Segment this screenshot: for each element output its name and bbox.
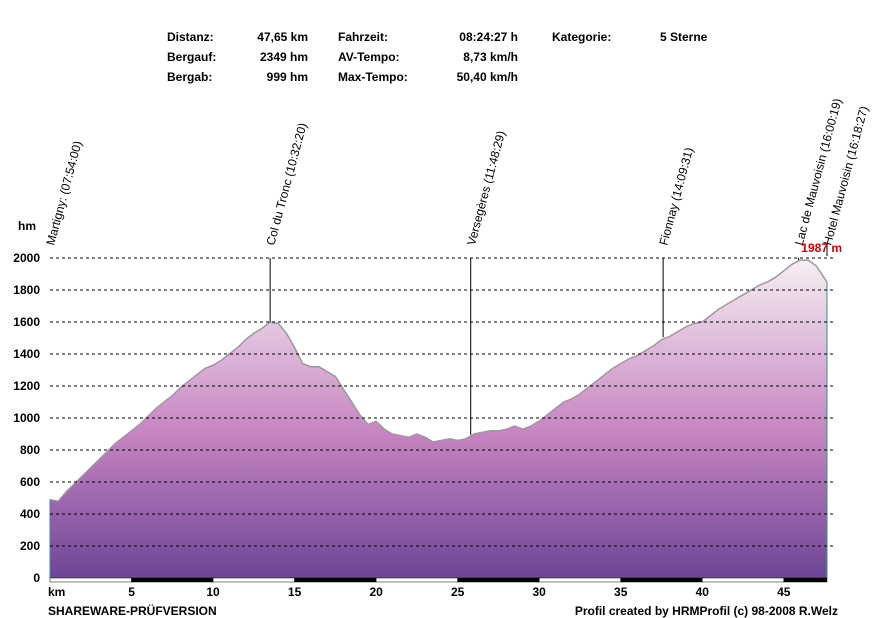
category-value: 5 Sterne <box>660 30 708 44</box>
x-tick-label: 10 <box>206 585 220 599</box>
descent-label: Bergab: <box>167 70 213 84</box>
ascent-value: 2349 hm <box>259 50 308 64</box>
x-tick-label: 35 <box>614 585 628 599</box>
y-axis-label: hm <box>18 219 36 233</box>
y-tick-label: 1800 <box>13 283 40 297</box>
elevation-line <box>49 259 828 503</box>
avg-speed-value: 8,73 km/h <box>463 50 518 64</box>
elevation-area <box>50 260 827 578</box>
category-label: Kategorie: <box>552 30 612 44</box>
x-axis-segment <box>131 577 214 583</box>
max-speed-value: 50,40 km/h <box>456 70 518 84</box>
ascent-label: Bergauf: <box>167 50 217 64</box>
waypoint-label: Versegères (11:48:29) <box>464 129 508 246</box>
distance-label: Distanz: <box>167 30 214 44</box>
y-tick-label: 0 <box>33 571 40 585</box>
avg-speed-label: AV-Tempo: <box>338 50 400 64</box>
y-tick-label: 400 <box>20 507 40 521</box>
x-axis-segment <box>375 577 458 583</box>
x-axis-segment <box>620 577 703 583</box>
y-tick-label: 1000 <box>13 411 40 425</box>
y-tick-label: 1600 <box>13 315 40 329</box>
x-axis-segment <box>538 577 621 583</box>
shareware-notice: SHAREWARE-PRÜFVERSION <box>48 604 217 618</box>
x-axis-label: km <box>48 585 65 599</box>
x-axis-segment <box>212 577 295 583</box>
x-axis-segment <box>294 577 377 583</box>
waypoint-label: Martigny: (07:54:00) <box>43 139 84 246</box>
x-tick-label: 15 <box>288 585 302 599</box>
credit-text: Profil created by HRMProfil (c) 98-2008 … <box>574 604 838 618</box>
x-tick-label: 40 <box>696 585 710 599</box>
x-axis-segment <box>702 577 785 583</box>
y-tick-label: 1200 <box>13 379 40 393</box>
x-tick-label: 25 <box>451 585 465 599</box>
x-tick-label: 45 <box>777 585 791 599</box>
x-tick-label: 30 <box>533 585 547 599</box>
x-axis-segment <box>457 577 540 583</box>
x-tick-label: 5 <box>128 585 135 599</box>
y-tick-label: 200 <box>20 539 40 553</box>
waypoint-label: Col du Tronc (10:32:20) <box>264 121 310 246</box>
y-tick-label: 1400 <box>13 347 40 361</box>
y-tick-label: 600 <box>20 475 40 489</box>
x-axis-segment <box>49 577 132 583</box>
time-value: 08:24:27 h <box>459 30 518 44</box>
x-tick-label: 20 <box>369 585 383 599</box>
max-speed-label: Max-Tempo: <box>338 70 408 84</box>
stats-panel: Distanz: 47,65 km Bergauf: 2349 hm Berga… <box>0 0 876 100</box>
max-elevation-label: 1987 m <box>801 241 842 255</box>
y-tick-label: 2000 <box>13 251 40 265</box>
distance-value: 47,65 km <box>257 30 308 44</box>
y-tick-label: 800 <box>20 443 40 457</box>
descent-value: 999 hm <box>266 70 308 84</box>
time-label: Fahrzeit: <box>338 30 389 44</box>
x-axis-segment <box>783 577 828 583</box>
waypoint-label: Fionnay (14:09:31) <box>656 146 696 247</box>
